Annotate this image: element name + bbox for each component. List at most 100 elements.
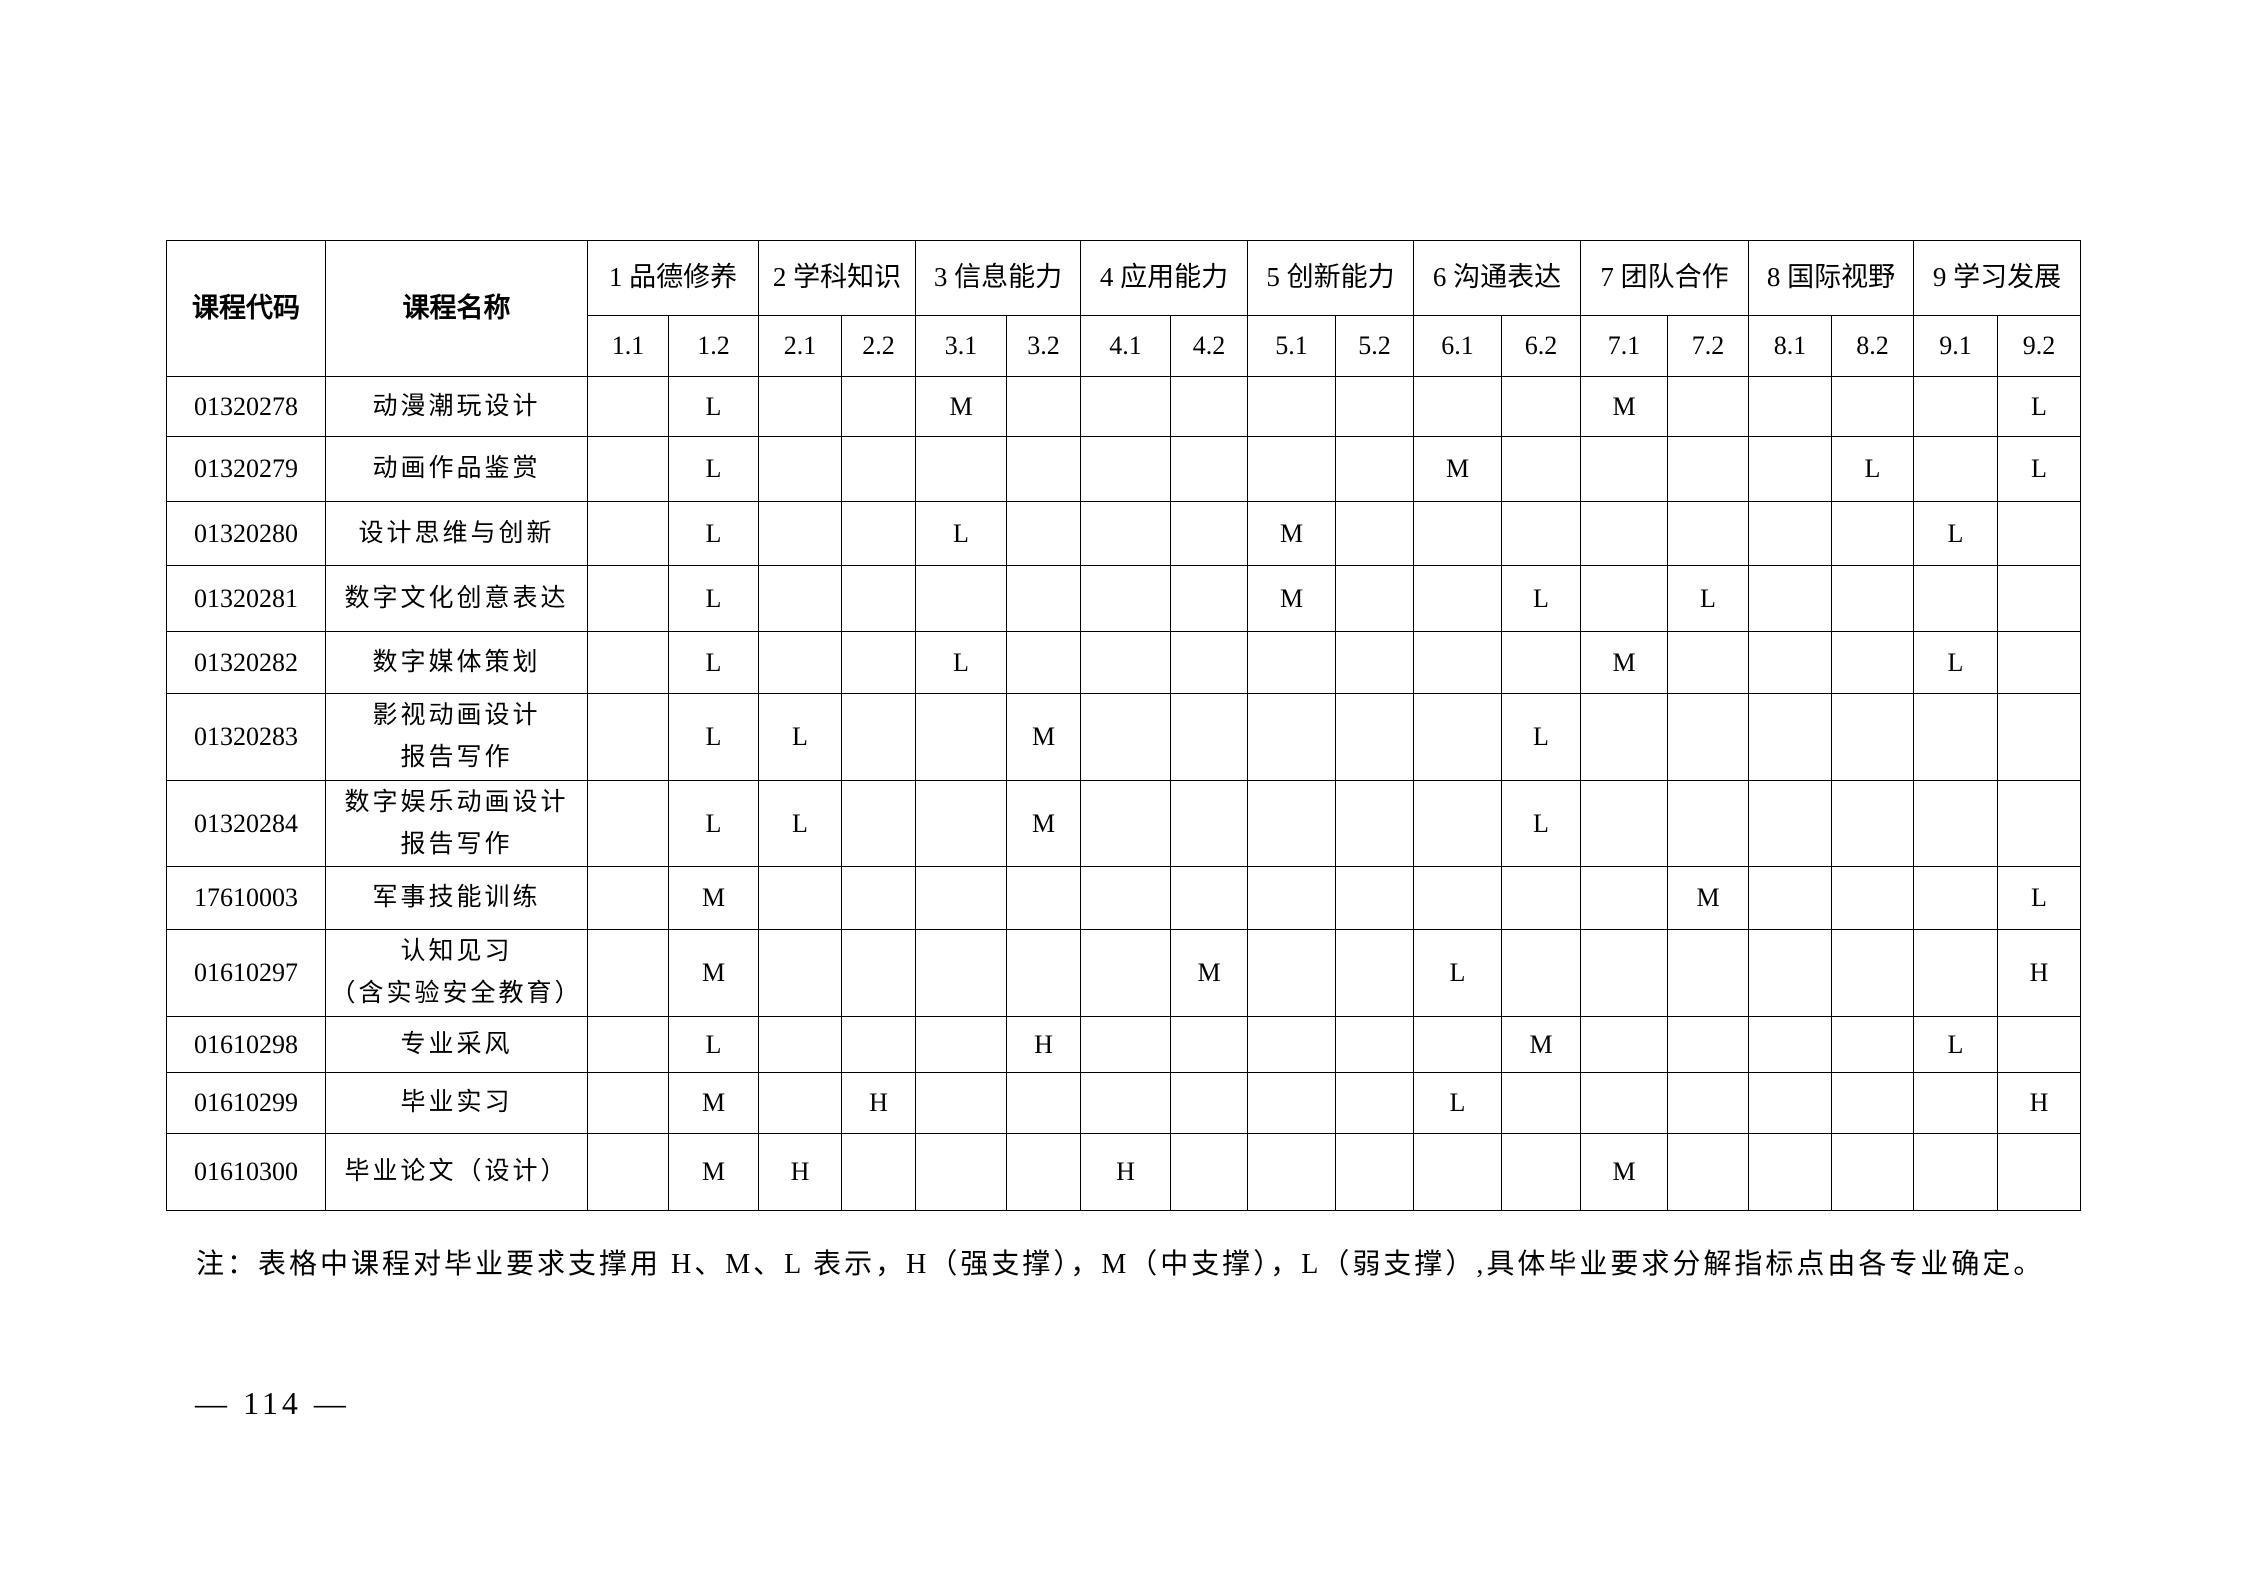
header-indicator: 2.2 [841, 315, 916, 377]
support-level-cell [1247, 1016, 1336, 1073]
support-level-cell [1080, 929, 1171, 1017]
course-code: 01320279 [166, 436, 326, 502]
support-level-cell [1831, 565, 1914, 632]
support-level-cell [758, 1016, 842, 1073]
support-level-cell [1080, 693, 1171, 781]
support-level-cell [1748, 501, 1832, 566]
support-level-cell [1080, 501, 1171, 566]
table-row: 01320278 动漫潮玩设计 L M M L [166, 376, 2081, 437]
support-level-cell [1247, 631, 1336, 694]
support-level-cell [1580, 1016, 1668, 1073]
support-level-cell [1006, 866, 1081, 930]
support-level-cell [758, 1072, 842, 1134]
course-name-line: 专业采风 [400, 1030, 513, 1058]
support-level-cell [1501, 929, 1581, 1017]
support-level-cell [1170, 866, 1248, 930]
header-indicator: 9.2 [1997, 315, 2081, 377]
support-level-cell [1748, 929, 1832, 1017]
support-level-cell [841, 1016, 916, 1073]
support-level-cell: M [1006, 693, 1081, 781]
support-level-cell: L [1501, 693, 1581, 781]
support-level-cell [1080, 631, 1171, 694]
support-level-cell [915, 565, 1007, 632]
support-level-cell [587, 1016, 669, 1073]
support-level-cell: L [668, 376, 759, 437]
course-code: 01610298 [166, 1016, 326, 1073]
support-level-cell [587, 1072, 669, 1134]
support-level-cell [915, 693, 1007, 781]
support-level-cell [1913, 436, 1998, 502]
table-row: 01320281 数字文化创意表达 L M L L [166, 565, 2081, 632]
support-level-cell [1170, 631, 1248, 694]
support-level-cell [1170, 436, 1248, 502]
support-level-cell [1667, 1072, 1749, 1134]
page-number: — 114 — [195, 1385, 350, 1421]
support-level-cell [587, 866, 669, 930]
support-level-cell [1247, 1133, 1336, 1211]
support-level-cell [587, 929, 669, 1017]
course-name: 数字娱乐动画设计 报告写作 [325, 780, 588, 867]
course-name-line: 认知见习 [400, 938, 513, 965]
support-level-cell [1997, 693, 2081, 781]
support-level-cell: L [668, 565, 759, 632]
support-level-cell [1667, 1133, 1749, 1211]
support-level-cell [1006, 1133, 1081, 1211]
support-level-cell [1831, 376, 1914, 437]
support-level-cell [1080, 436, 1171, 502]
support-level-cell [1667, 1016, 1749, 1073]
support-level-cell: L [915, 501, 1007, 566]
support-level-cell [587, 565, 669, 632]
support-level-cell [1913, 1133, 1998, 1211]
support-level-cell [587, 501, 669, 566]
header-group: 7 团队合作 [1580, 240, 1749, 316]
support-level-cell: M [668, 866, 759, 930]
support-level-cell [1080, 565, 1171, 632]
support-level-cell: M [668, 1133, 759, 1211]
header-indicator: 5.2 [1335, 315, 1414, 377]
support-level-cell [1170, 1072, 1248, 1134]
header-indicator: 4.2 [1170, 315, 1248, 377]
support-level-cell [1667, 693, 1749, 781]
support-level-cell [1913, 376, 1998, 437]
support-level-cell [1006, 929, 1081, 1017]
course-code: 01610297 [166, 929, 326, 1017]
support-level-cell [1748, 565, 1832, 632]
support-level-cell [1247, 780, 1336, 867]
support-level-cell [1006, 376, 1081, 437]
course-name: 毕业实习 [325, 1072, 588, 1134]
support-level-cell: H [1080, 1133, 1171, 1211]
support-level-cell [1580, 929, 1668, 1017]
support-level-cell: M [1413, 436, 1502, 502]
support-level-cell [1006, 565, 1081, 632]
header-indicator: 7.1 [1580, 315, 1668, 377]
support-level-cell [587, 631, 669, 694]
course-name: 数字文化创意表达 [325, 565, 588, 632]
support-level-cell: M [1247, 565, 1336, 632]
support-level-cell [1501, 436, 1581, 502]
support-level-cell: L [668, 693, 759, 781]
support-level-cell [915, 436, 1007, 502]
support-level-cell [1913, 929, 1998, 1017]
header-indicator: 3.2 [1006, 315, 1081, 377]
support-level-cell [758, 631, 842, 694]
support-level-cell [1080, 1072, 1171, 1134]
support-level-cell [1247, 866, 1336, 930]
support-level-cell [1080, 866, 1171, 930]
support-level-cell [1247, 376, 1336, 437]
table-row: 01320284 数字娱乐动画设计 报告写作 L L M L [166, 780, 2081, 867]
support-level-cell [1247, 1072, 1336, 1134]
support-level-cell [1667, 780, 1749, 867]
course-name-line: 毕业实习 [400, 1089, 513, 1116]
table-row: 01320283 影视动画设计 报告写作 L L M L [166, 693, 2081, 781]
support-level-cell: H [1997, 1072, 2081, 1134]
course-code: 01610300 [166, 1133, 326, 1211]
support-level-cell [1170, 693, 1248, 781]
support-level-cell [1667, 929, 1749, 1017]
support-level-cell [1748, 866, 1832, 930]
support-level-cell [1170, 376, 1248, 437]
support-level-cell [1667, 436, 1749, 502]
support-level-cell [1413, 376, 1502, 437]
support-level-cell: M [1247, 501, 1336, 566]
support-level-cell [1080, 1016, 1171, 1073]
support-level-cell [841, 376, 916, 437]
